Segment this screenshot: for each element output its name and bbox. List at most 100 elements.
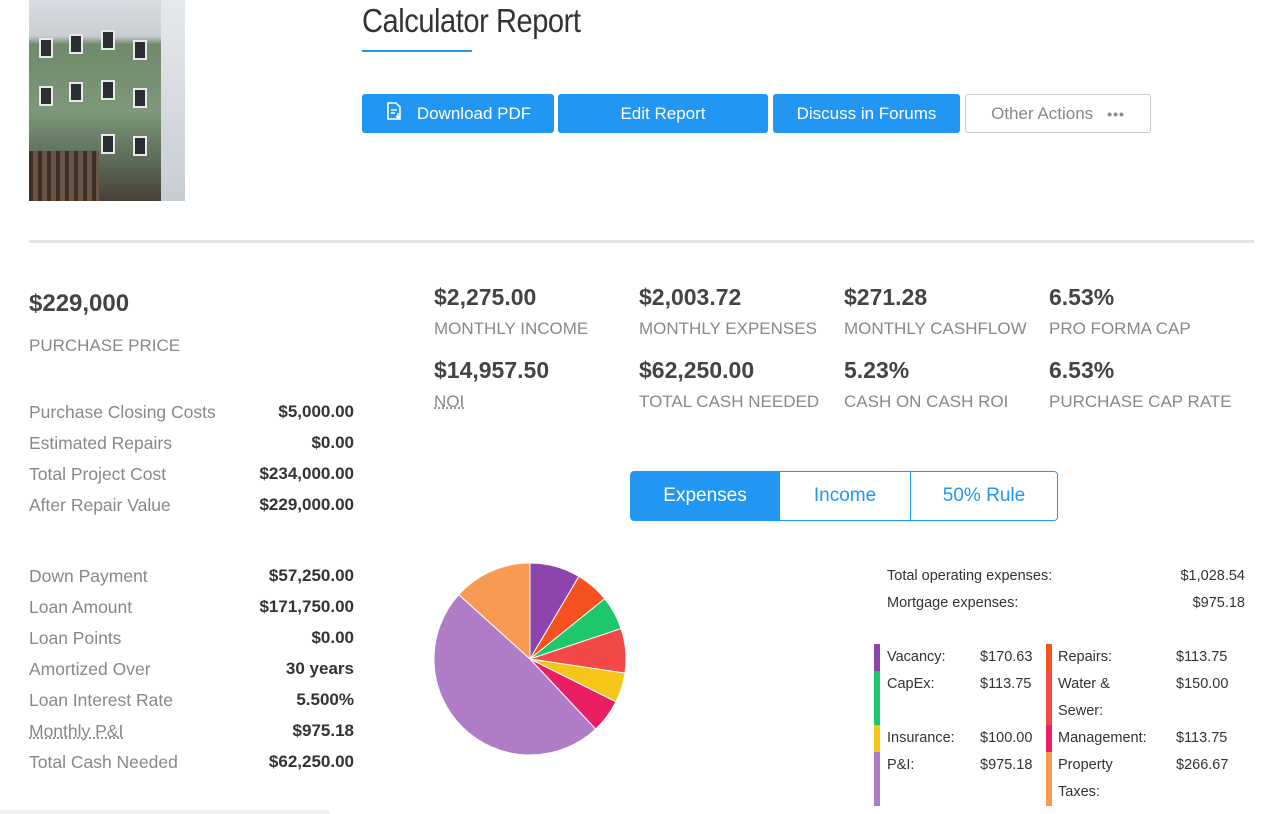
detail-value: $0.00 bbox=[311, 433, 354, 452]
tab-expenses[interactable]: Expenses bbox=[631, 472, 780, 520]
legend-label-water-sewer-2: Sewer: bbox=[1058, 703, 1104, 719]
metric-value: $2,275.00 bbox=[434, 284, 537, 310]
other-actions-button[interactable]: Other Actions ••• bbox=[965, 94, 1151, 133]
photo-window bbox=[101, 30, 115, 50]
legend-label-water-sewer: Water & bbox=[1058, 676, 1110, 692]
photo-window bbox=[133, 40, 147, 60]
loan-row: Loan Points $0.00 bbox=[29, 628, 354, 649]
metric-label: PURCHASE CAP RATE bbox=[1049, 392, 1232, 411]
loan-row: Total Cash Needed $62,250.00 bbox=[29, 752, 354, 773]
metric-monthly-cashflow: $271.28 MONTHLY CASHFLOW bbox=[844, 284, 1027, 339]
metric-value: $271.28 bbox=[844, 284, 928, 310]
loan-value: $0.00 bbox=[311, 628, 354, 647]
legend-label-property-taxes-2: Taxes: bbox=[1058, 784, 1100, 800]
tab-50-rule[interactable]: 50% Rule bbox=[911, 472, 1057, 520]
metric-label: MONTHLY EXPENSES bbox=[639, 319, 817, 338]
loan-label: Down Payment bbox=[29, 566, 148, 586]
legend-label-pi: P&I: bbox=[887, 757, 915, 773]
legend-value-pi: $975.18 bbox=[980, 757, 1033, 773]
metric-label: PRO FORMA CAP bbox=[1049, 319, 1191, 338]
loan-label: Loan Points bbox=[29, 628, 122, 648]
metric-purchase-cap-rate: 6.53% PURCHASE CAP RATE bbox=[1049, 357, 1232, 412]
discuss-forums-button[interactable]: Discuss in Forums bbox=[773, 94, 960, 133]
photo-window bbox=[39, 38, 53, 58]
pie-slice-property-taxes[interactable] bbox=[458, 562, 531, 661]
purchase-price-value: $229,000 bbox=[29, 290, 130, 317]
summary-value: $975.18 bbox=[1192, 595, 1245, 611]
legend-swatch-insurance bbox=[874, 725, 880, 752]
photo-window bbox=[101, 80, 115, 100]
metric-label: TOTAL CASH NEEDED bbox=[639, 392, 820, 411]
legend-swatch-vacancy bbox=[874, 644, 880, 671]
tab-income[interactable]: Income bbox=[780, 472, 911, 520]
property-photo bbox=[29, 0, 185, 201]
loan-label: Monthly P&I bbox=[29, 721, 124, 741]
metric-label: MONTHLY CASHFLOW bbox=[844, 319, 1027, 338]
photo-window bbox=[101, 134, 115, 154]
purchase-price-label: PURCHASE PRICE bbox=[29, 336, 181, 355]
legend-swatch-water-sewer bbox=[1046, 671, 1052, 725]
loan-value: 30 years bbox=[285, 659, 354, 678]
page-title: Calculator Report bbox=[362, 2, 581, 39]
metric-label: NOI bbox=[434, 392, 465, 411]
title-underline bbox=[362, 50, 472, 52]
legend-swatch-management bbox=[1046, 725, 1052, 752]
loan-label: Loan Interest Rate bbox=[29, 690, 173, 710]
detail-row: After Repair Value $229,000.00 bbox=[29, 495, 354, 516]
expenses-pie-chart bbox=[433, 562, 627, 756]
loan-label: Total Cash Needed bbox=[29, 752, 178, 772]
legend-value-repairs: $113.75 bbox=[1176, 649, 1228, 665]
loan-row: Loan Interest Rate 5.500% bbox=[29, 690, 354, 711]
legend-value-water-sewer: $150.00 bbox=[1176, 676, 1229, 692]
legend-label-vacancy: Vacancy: bbox=[887, 649, 946, 665]
summary-label: Mortgage expenses: bbox=[887, 595, 1019, 611]
detail-row: Estimated Repairs $0.00 bbox=[29, 433, 354, 454]
loan-label: Loan Amount bbox=[29, 597, 133, 617]
metric-cash-on-cash-roi: 5.23% CASH ON CASH ROI bbox=[844, 357, 1008, 412]
loan-value: $975.18 bbox=[292, 721, 354, 740]
detail-row: Total Project Cost $234,000.00 bbox=[29, 464, 354, 485]
metric-value: 6.53% bbox=[1049, 284, 1115, 310]
download-pdf-button[interactable]: Download PDF bbox=[362, 94, 554, 133]
legend-swatch-property-taxes bbox=[1046, 752, 1052, 806]
loan-value: 5.500% bbox=[296, 690, 354, 709]
legend-value-insurance: $100.00 bbox=[980, 730, 1033, 746]
metric-monthly-income: $2,275.00 MONTHLY INCOME bbox=[434, 284, 588, 339]
metric-noi: $14,957.50 NOI bbox=[434, 357, 549, 412]
metric-label: CASH ON CASH ROI bbox=[844, 392, 1009, 411]
legend-value-property-taxes: $266.67 bbox=[1176, 757, 1229, 773]
metric-value: 6.53% bbox=[1049, 357, 1115, 383]
photo-sky bbox=[161, 0, 185, 201]
legend-label-insurance: Insurance: bbox=[887, 730, 955, 746]
metric-value: $62,250.00 bbox=[639, 357, 755, 383]
section-divider bbox=[29, 240, 1254, 243]
detail-label: Purchase Closing Costs bbox=[29, 402, 216, 422]
detail-label: After Repair Value bbox=[29, 495, 171, 515]
edit-report-button[interactable]: Edit Report bbox=[558, 94, 768, 133]
detail-row: Purchase Closing Costs $5,000.00 bbox=[29, 402, 354, 423]
legend-label-repairs: Repairs: bbox=[1058, 649, 1112, 665]
summary-value: $1,028.54 bbox=[1180, 568, 1245, 584]
metric-total-cash-needed: $62,250.00 TOTAL CASH NEEDED bbox=[639, 357, 819, 412]
legend-value-management: $113.75 bbox=[1176, 730, 1228, 746]
photo-window bbox=[69, 82, 83, 102]
metric-value: $2,003.72 bbox=[639, 284, 742, 310]
legend-label-management: Management: bbox=[1058, 730, 1147, 746]
legend-label-property-taxes: Property bbox=[1058, 757, 1113, 773]
photo-porch bbox=[29, 151, 99, 201]
loan-value: $57,250.00 bbox=[268, 566, 354, 585]
metric-value: 5.23% bbox=[844, 357, 910, 383]
metric-label: MONTHLY INCOME bbox=[434, 319, 589, 338]
legend-value-capex: $113.75 bbox=[980, 676, 1032, 692]
legend-label-capex: CapEx: bbox=[887, 676, 935, 692]
loan-row: Down Payment $57,250.00 bbox=[29, 566, 354, 587]
loan-value: $171,750.00 bbox=[259, 597, 354, 616]
pie-slice-p-i[interactable] bbox=[433, 593, 597, 756]
summary-row: Mortgage expenses: $975.18 bbox=[887, 595, 1245, 611]
discuss-forums-label: Discuss in Forums bbox=[796, 103, 937, 123]
photo-window bbox=[133, 88, 147, 108]
detail-label: Total Project Cost bbox=[29, 464, 167, 484]
other-actions-label: Other Actions bbox=[991, 103, 1094, 123]
legend-value-vacancy: $170.63 bbox=[980, 649, 1033, 665]
photo-window bbox=[39, 86, 53, 106]
